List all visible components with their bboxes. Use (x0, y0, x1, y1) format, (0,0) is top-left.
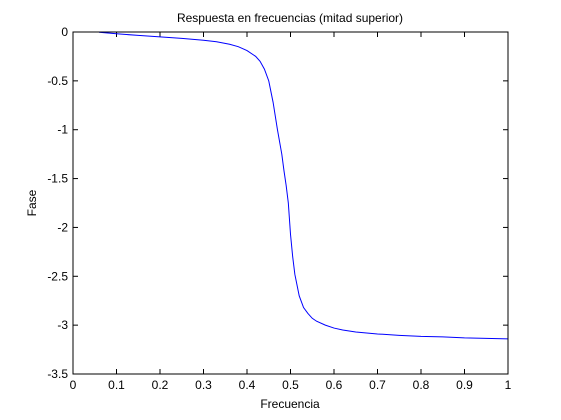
x-tick-label: 0.5 (282, 378, 299, 392)
y-tick-label: -3.5 (47, 367, 68, 381)
x-axis-label: Frecuencia (260, 397, 320, 411)
y-tick-label: -2.5 (47, 269, 68, 283)
x-tick-label: 0 (70, 378, 77, 392)
x-tick-label: 0.1 (108, 378, 125, 392)
y-tick-label: 0 (61, 25, 68, 39)
x-tick-label: 0.6 (326, 378, 343, 392)
x-tick-label: 1 (505, 378, 512, 392)
y-tick-label: -3 (57, 318, 68, 332)
plot-background (73, 32, 508, 374)
y-tick-label: -1 (57, 123, 68, 137)
y-tick-label: -2 (57, 220, 68, 234)
y-tick-label: -1.5 (47, 172, 68, 186)
x-tick-label: 0.4 (239, 378, 256, 392)
x-tick-label: 0.8 (413, 378, 430, 392)
y-axis-label: Fase (25, 189, 39, 216)
x-tick-label: 0.9 (456, 378, 473, 392)
x-tick-label: 0.7 (369, 378, 386, 392)
chart-title: Respuesta en frecuencias (mitad superior… (177, 11, 403, 25)
x-tick-label: 0.2 (152, 378, 169, 392)
y-tick-label: -0.5 (47, 74, 68, 88)
x-tick-label: 0.3 (195, 378, 212, 392)
